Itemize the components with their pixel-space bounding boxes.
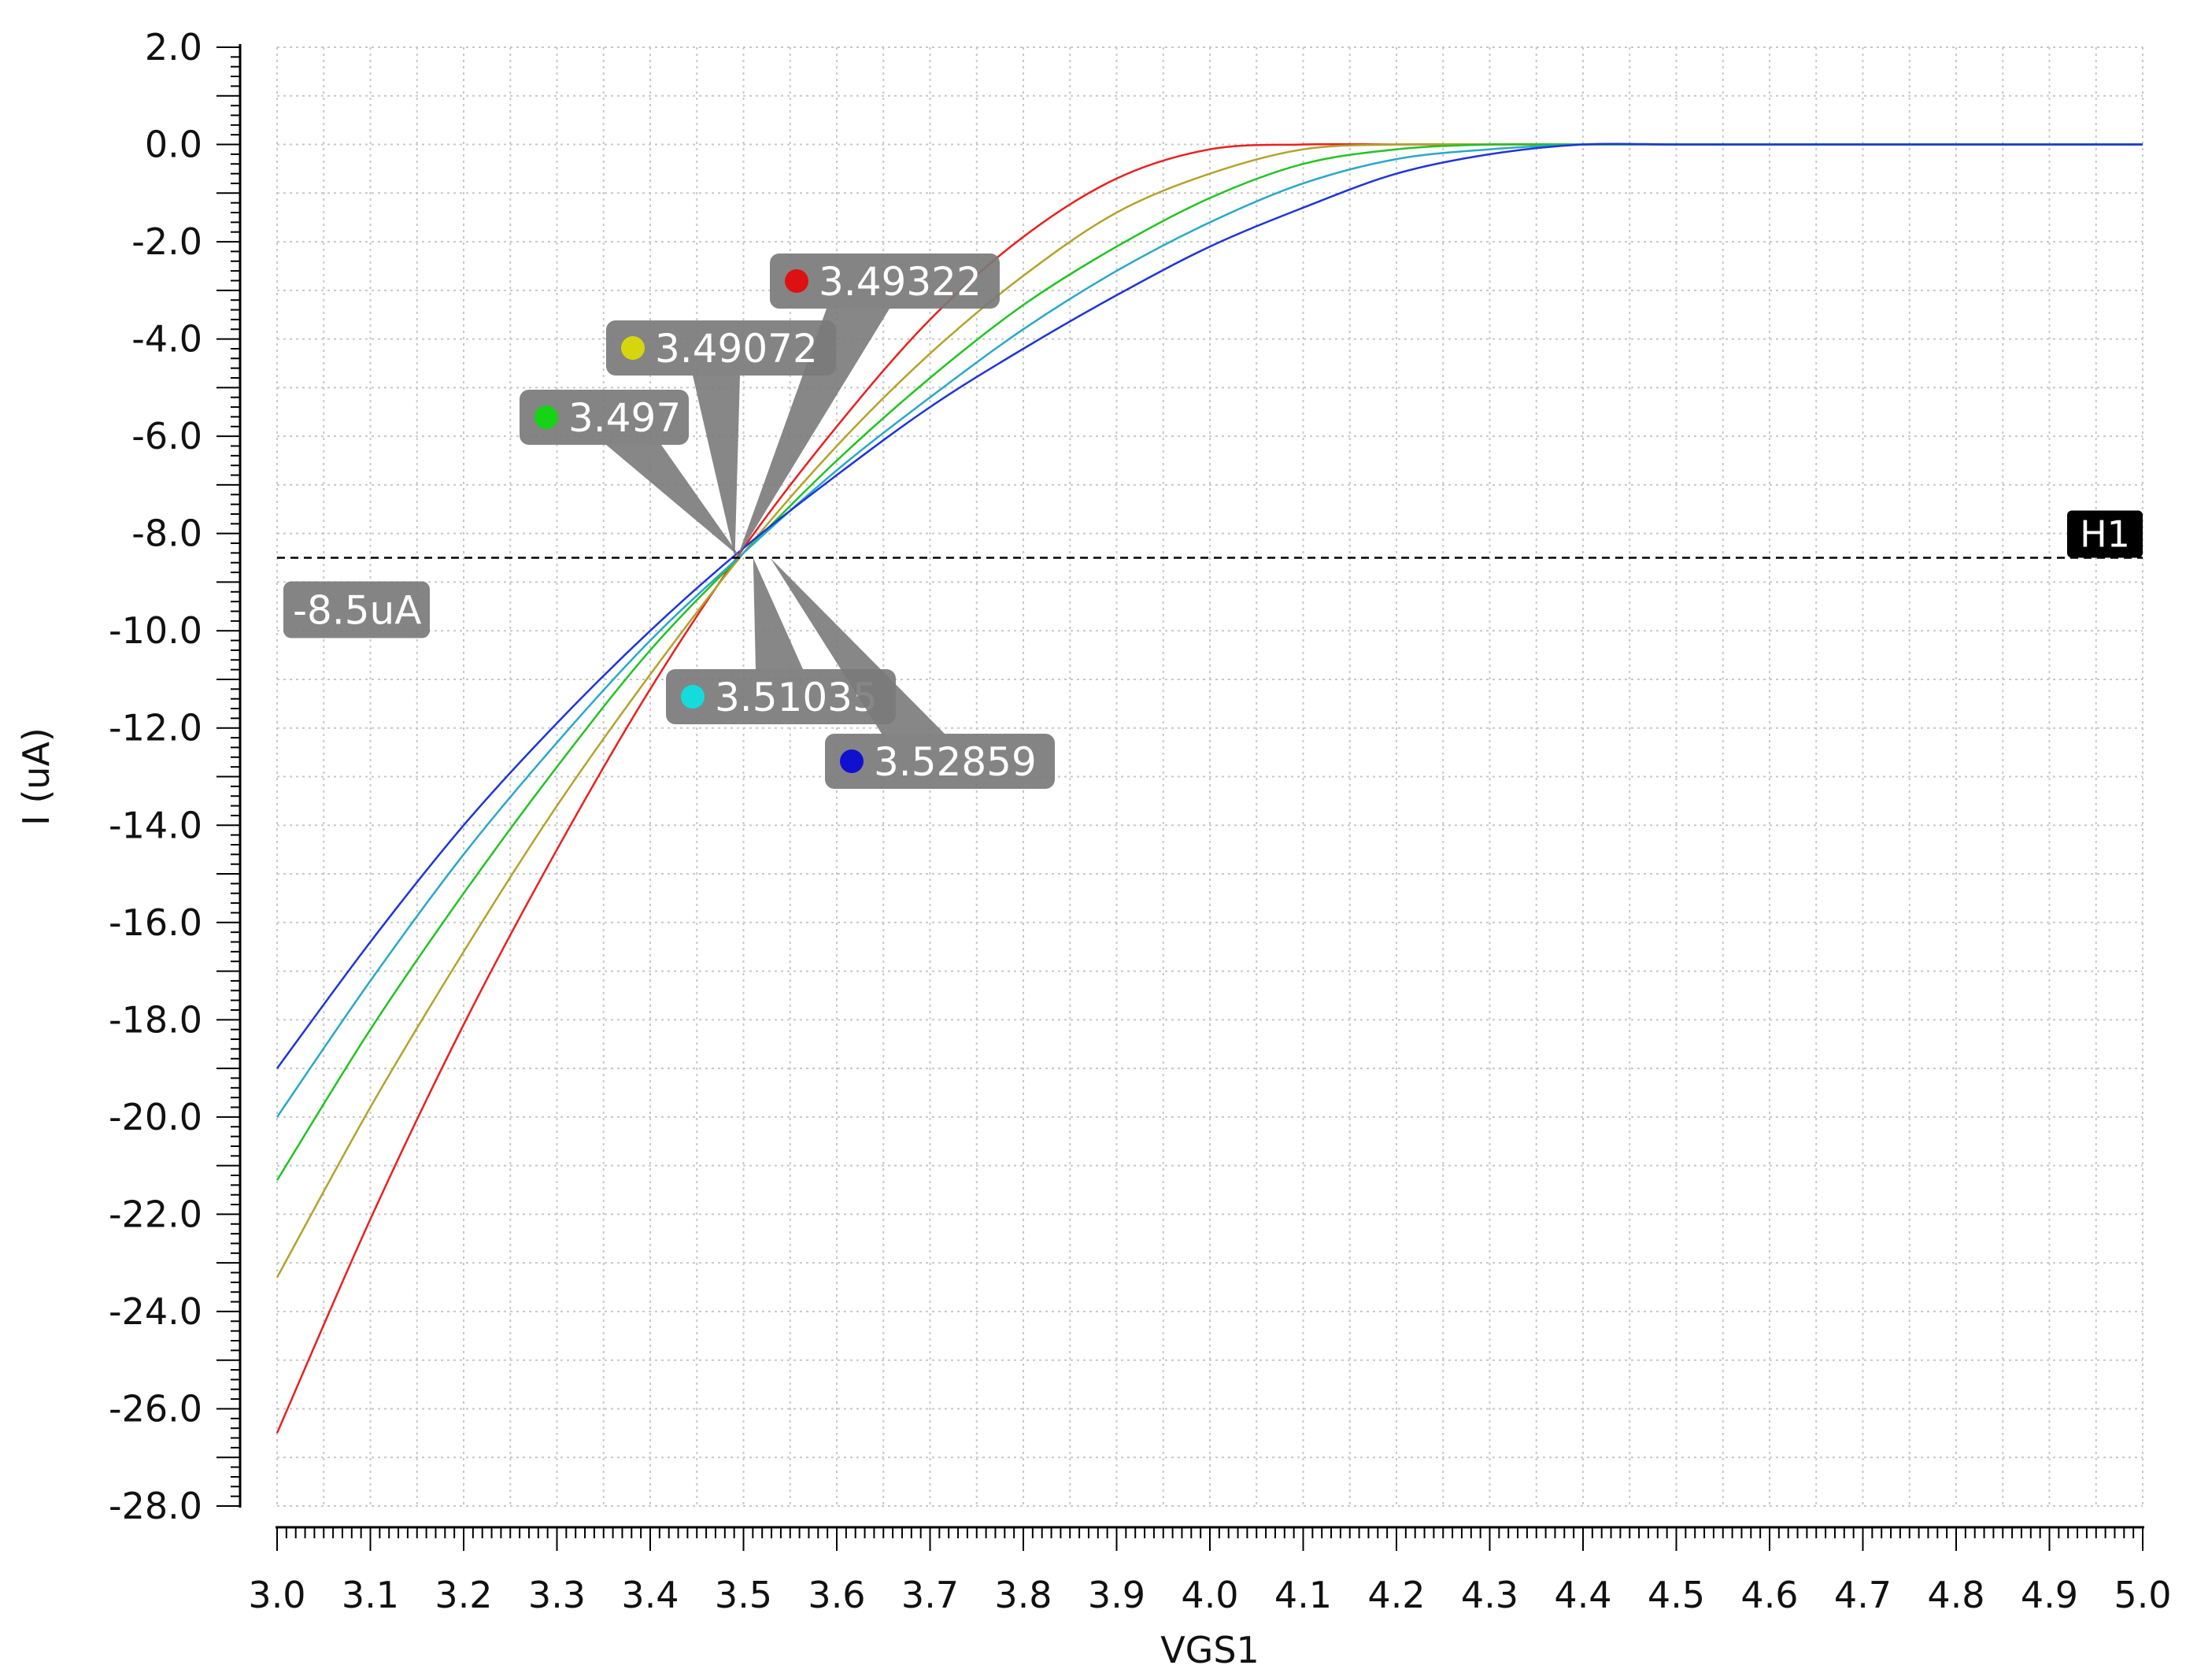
y-tick-label: -6.0: [131, 415, 202, 457]
y-tick-label: -18.0: [109, 998, 202, 1041]
y-tick-label: -26.0: [109, 1387, 202, 1430]
y-tick-label: 2.0: [145, 26, 202, 68]
x-tick-label: 4.6: [1740, 1574, 1798, 1616]
marker-value-label: 3.497: [568, 395, 681, 441]
x-tick-label: 3.5: [715, 1574, 772, 1616]
x-tick-label: 4.3: [1461, 1574, 1518, 1616]
x-tick-label: 5.0: [2114, 1574, 2171, 1616]
y-tick-label: -20.0: [109, 1096, 202, 1138]
marker-callout-box: [825, 734, 1055, 789]
y-tick-label: -4.0: [131, 318, 202, 361]
y-tick-label: -12.0: [109, 707, 202, 749]
x-tick-label: 4.5: [1648, 1574, 1705, 1616]
x-tick-label: 3.6: [808, 1574, 865, 1616]
marker-dot-icon: [785, 269, 808, 293]
x-tick-label: 4.1: [1274, 1574, 1332, 1616]
marker-callout-pointer: [606, 445, 741, 558]
marker-value-label: 3.49072: [655, 326, 818, 372]
x-tick-label: 3.9: [1088, 1574, 1145, 1616]
y-tick-label: 0.0: [145, 124, 202, 166]
x-tick-label: 4.0: [1181, 1574, 1238, 1616]
y-tick-label: -16.0: [109, 901, 202, 944]
h1-tag-label: H1: [2080, 513, 2130, 556]
marker-dot-icon: [534, 405, 558, 429]
marker-callout-box: [606, 320, 836, 376]
marker-callout-pointer: [753, 557, 803, 669]
h1-value-label: -8.5uA: [293, 588, 421, 634]
x-tick-label: 3.8: [994, 1574, 1052, 1616]
series-line-5[interactable]: [276, 142, 2143, 1069]
marker-value-label: 3.49322: [819, 259, 982, 305]
axes: 2.0 0.0 -2.0 -4.0 -6.0 -8.0 -10.0 -12.0 -14.0 -16…: [109, 26, 2172, 1616]
marker-callout-pointer: [770, 557, 945, 734]
marker-callout[interactable]: 3.497: [520, 390, 741, 558]
hline-layer: H1 -8.5uA: [277, 510, 2143, 638]
x-tick-label: 3.7: [901, 1574, 959, 1616]
y-tick-label: -14.0: [109, 804, 202, 846]
h1-tag-bg: [2067, 510, 2143, 558]
x-tick-label: 3.3: [528, 1574, 586, 1616]
marker-callout[interactable]: 3.49322: [737, 253, 1000, 558]
marker-callout-box: [770, 253, 1000, 309]
x-tick-label: 3.4: [621, 1574, 679, 1616]
x-tick-label: 3.1: [342, 1574, 399, 1616]
x-tick-label: 4.2: [1367, 1574, 1425, 1616]
marker-callout[interactable]: 3.49072: [606, 320, 836, 558]
y-tick-label: -24.0: [109, 1290, 202, 1333]
h1-value-tag[interactable]: -8.5uA: [283, 581, 430, 638]
y-tick-label: -22.0: [109, 1193, 202, 1235]
y-tick-label: -8.0: [131, 513, 202, 555]
y-axis-title: I (uA): [15, 727, 57, 826]
marker-dot-icon: [681, 685, 705, 709]
marker-callout-box: [520, 390, 689, 445]
curves: [276, 142, 2143, 1434]
marker-dot-icon: [840, 749, 864, 773]
x-axis-title: VGS1: [1160, 1629, 1259, 1671]
y-tick-label: -2.0: [131, 220, 202, 263]
marker-callout-box: [666, 669, 896, 724]
x-tick-label: 3.2: [435, 1574, 492, 1616]
marker-callout-pointer: [737, 309, 890, 558]
y-tick-label: -10.0: [109, 609, 202, 652]
x-tick-label: 4.9: [2021, 1574, 2078, 1616]
marker-callout[interactable]: 3.52859: [770, 557, 1055, 789]
x-tick-label: 3.0: [248, 1574, 305, 1616]
marker-value-label: 3.52859: [874, 739, 1037, 785]
y-tick-label: -28.0: [109, 1485, 202, 1527]
x-tick-label: 4.7: [1834, 1574, 1892, 1616]
x-tick-label: 4.4: [1554, 1574, 1611, 1616]
h1-value-bg: [283, 581, 430, 638]
marker-callout-pointer: [693, 376, 740, 558]
x-tick-label: 4.8: [1927, 1574, 1984, 1616]
grid: [276, 46, 2143, 1507]
marker-dot-icon: [621, 336, 645, 360]
h1-tag[interactable]: H1: [2067, 510, 2143, 558]
